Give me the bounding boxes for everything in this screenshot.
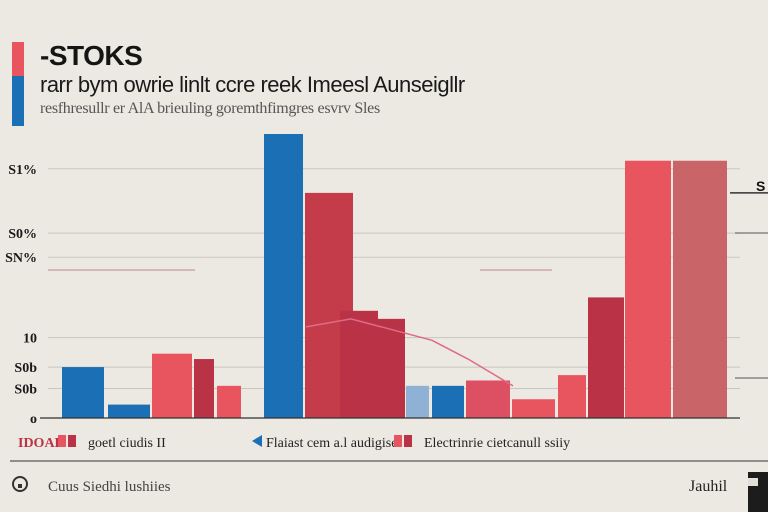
footer-source: Cuus Siedhi lushiies bbox=[48, 479, 171, 495]
bar-g2-h bbox=[512, 399, 555, 418]
accent-bar-blue bbox=[12, 76, 24, 126]
bar-g2-e bbox=[406, 385, 429, 418]
y-tick-label: S0b bbox=[14, 383, 37, 398]
bar-g2-g bbox=[466, 380, 510, 418]
legend-swatch bbox=[404, 435, 412, 447]
y-tick-label: S0b bbox=[14, 361, 37, 376]
chart-subtitle: rarr bym owrie linlt ccre reek Imeesl Au… bbox=[40, 72, 465, 97]
legend-swatch bbox=[252, 435, 262, 447]
bar-g1-e bbox=[217, 385, 241, 418]
trend-line bbox=[305, 318, 514, 387]
legend-label: Electrinrie cietcanull ssiiy bbox=[424, 436, 570, 451]
legend-swatch bbox=[394, 435, 402, 447]
right-tick-label: S bbox=[756, 178, 765, 194]
footer-brand: Jauhil bbox=[689, 478, 728, 495]
y-tick-label: SN% bbox=[5, 251, 37, 266]
legend-swatch bbox=[68, 435, 76, 447]
bar-g3-d bbox=[673, 160, 727, 418]
bar-g1-d bbox=[194, 359, 214, 418]
bar-g3-a bbox=[558, 375, 586, 418]
legend-label: IDOAE bbox=[18, 436, 64, 451]
y-tick-label: S0% bbox=[8, 227, 37, 242]
y-tick-label: o bbox=[30, 412, 37, 427]
bar-g3-b bbox=[588, 297, 624, 418]
chart-title: -STOKS bbox=[40, 40, 143, 71]
bar-g1-c bbox=[152, 353, 192, 418]
bar-g3-c bbox=[625, 160, 671, 418]
bar-g2-d bbox=[378, 318, 405, 418]
y-tick-label: S1% bbox=[8, 163, 37, 178]
info-icon bbox=[12, 476, 28, 492]
bar-g2-a bbox=[264, 134, 303, 418]
bar-g2-f bbox=[432, 385, 464, 418]
y-tick-label: 10 bbox=[23, 332, 37, 347]
chart-caption: resfhresullr er AlA brieuling goremthfim… bbox=[40, 100, 380, 117]
bar-g1-b bbox=[108, 404, 150, 418]
bar-g1-a bbox=[62, 367, 104, 418]
legend-swatch bbox=[58, 435, 66, 447]
corner-tab bbox=[748, 478, 758, 486]
legend-label: Flaiast cem a.l audigise bbox=[266, 436, 397, 451]
legend-label: goetl ciudis II bbox=[88, 436, 166, 451]
accent-bar-red bbox=[12, 42, 24, 76]
bar-g2-c bbox=[340, 310, 378, 418]
